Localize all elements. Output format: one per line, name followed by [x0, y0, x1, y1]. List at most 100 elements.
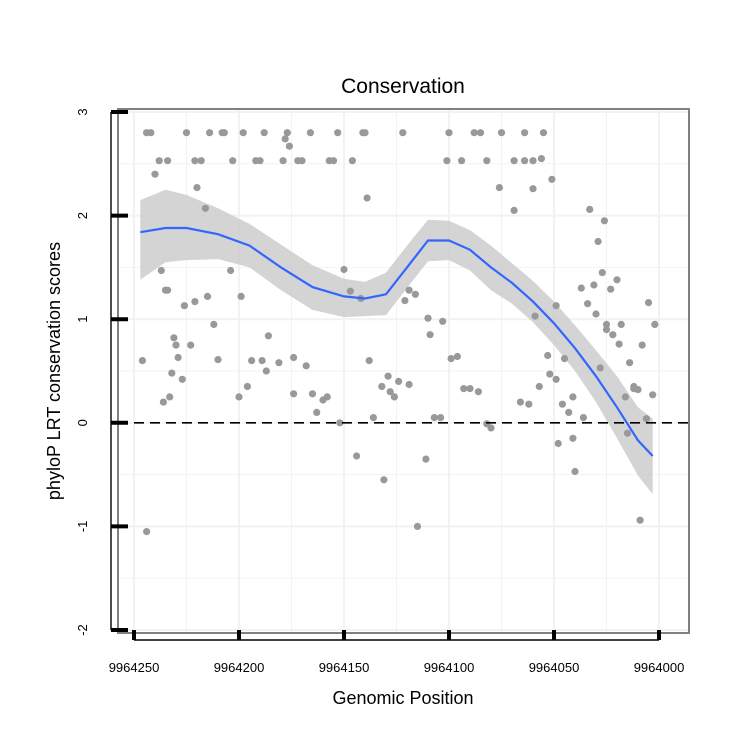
data-point [229, 157, 237, 165]
data-point [258, 357, 266, 365]
data-point [161, 286, 170, 294]
data-point [260, 129, 268, 137]
data-point [168, 369, 176, 377]
data-point [395, 377, 403, 385]
data-point [537, 155, 546, 163]
data-point [279, 157, 287, 165]
data-point [285, 142, 293, 150]
data-point [554, 439, 562, 448]
confidence-ribbon [140, 189, 653, 495]
smooth-line [140, 226, 654, 457]
x-tick-label: 9964050 [529, 660, 580, 675]
data-point [439, 317, 447, 325]
plot-panel-border [117, 108, 690, 634]
data-point [584, 300, 592, 308]
data-point [521, 129, 529, 137]
data-point [413, 522, 422, 531]
data-point [166, 393, 174, 401]
y-tick-label: -1 [75, 521, 90, 533]
data-point [281, 135, 289, 143]
data-point [613, 276, 621, 284]
data-point [621, 393, 630, 401]
data-point [203, 292, 212, 300]
data-point [197, 157, 205, 165]
data-point [380, 476, 388, 484]
data-point [529, 185, 537, 193]
data-point [290, 390, 298, 398]
data-point [336, 419, 344, 427]
data-point [178, 375, 186, 383]
data-point [607, 285, 615, 293]
data-point [283, 129, 291, 137]
data-point [447, 355, 455, 363]
data-point [399, 129, 407, 137]
data-point [378, 382, 386, 391]
data-point [323, 393, 331, 401]
data-point [558, 400, 567, 408]
data-point [552, 302, 560, 310]
x-axis-label: Genomic Position [332, 688, 473, 708]
data-point [579, 414, 588, 422]
data-point [552, 375, 560, 383]
data-point [548, 175, 556, 183]
data-point [182, 129, 191, 137]
data-point [474, 388, 482, 396]
data-point [363, 194, 371, 202]
data-point [470, 129, 478, 137]
data-point [642, 415, 651, 423]
data-point [340, 265, 348, 274]
data-point [577, 284, 585, 292]
data-point [430, 414, 438, 422]
data-point [560, 355, 569, 363]
data-point [623, 429, 632, 437]
data-point [390, 393, 398, 401]
x-tick-label: 9964150 [319, 660, 370, 675]
data-point [460, 385, 468, 393]
data-point [227, 266, 235, 275]
data-point [531, 312, 539, 320]
data-point [306, 129, 314, 137]
plot-area [117, 108, 690, 634]
data-point [405, 286, 413, 294]
data-point [353, 452, 361, 460]
data-point [151, 170, 159, 178]
data-point [237, 292, 245, 300]
data-point [598, 269, 606, 277]
data-point [384, 372, 392, 380]
data-point [248, 357, 256, 365]
data-point [239, 129, 247, 137]
data-point [445, 129, 453, 137]
data-point [636, 516, 644, 524]
x-tick-label: 9964250 [109, 660, 160, 675]
y-tick-label: 1 [75, 316, 90, 323]
data-point [422, 455, 430, 463]
data-point [294, 157, 302, 165]
data-point [497, 129, 506, 137]
data-point [644, 299, 653, 307]
data-point [453, 352, 461, 361]
data-point [201, 204, 209, 212]
data-point [569, 393, 577, 401]
data-point [172, 341, 180, 349]
data-point [170, 334, 178, 342]
data-point [405, 380, 413, 389]
y-tick-label: 3 [75, 108, 90, 115]
y-tick-label: 0 [75, 419, 90, 426]
data-point [483, 157, 491, 165]
data-point [546, 370, 554, 378]
data-point [348, 157, 356, 165]
data-point [143, 528, 151, 536]
data-point [206, 129, 214, 137]
data-point [220, 129, 228, 137]
data-point [159, 398, 167, 406]
data-point [180, 302, 188, 310]
data-point [147, 129, 155, 137]
data-point [510, 157, 518, 165]
data-point [630, 385, 638, 393]
x-tick-label: 9964200 [214, 660, 265, 675]
data-point [308, 390, 317, 398]
data-point [600, 217, 609, 225]
data-point [329, 157, 338, 165]
data-point [174, 353, 182, 362]
data-point [626, 359, 634, 367]
